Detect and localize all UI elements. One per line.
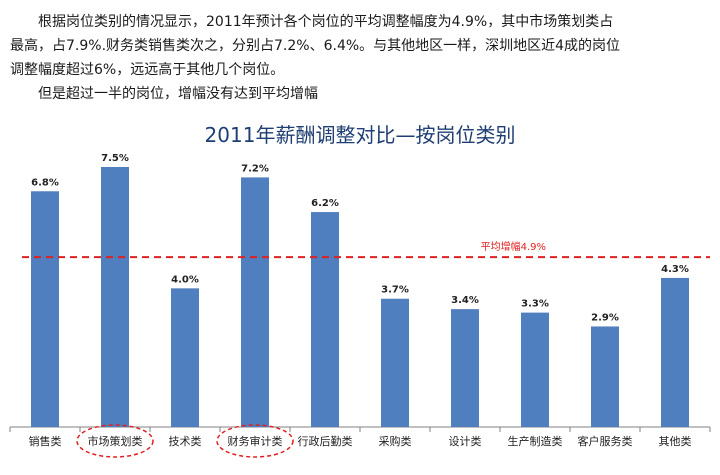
value-label: 7.5% — [101, 153, 129, 164]
category-label: 设计类 — [449, 434, 482, 448]
bar-2 — [101, 167, 129, 427]
category-label: 市场策划类 — [88, 434, 143, 448]
bar-4 — [241, 177, 269, 427]
value-label: 6.2% — [311, 198, 339, 209]
category-label: 财务审计类 — [228, 434, 283, 448]
bar-chart: 2011年薪酬调整对比—按岗位类别 6.8% 销售类 7.5% 市场策划类 4.0% 技术… — [9, 123, 711, 458]
bar-1 — [31, 191, 59, 427]
bar-5 — [311, 212, 339, 427]
value-label: 3.4% — [451, 295, 479, 306]
category-label: 行政后勤类 — [298, 434, 353, 448]
paragraph-line-4: 但是超过一半的岗位，增幅没有达到平均增幅 — [38, 86, 318, 102]
bar-3 — [171, 288, 199, 427]
value-label: 4.0% — [171, 274, 199, 285]
value-label: 3.3% — [521, 299, 549, 310]
bar-9 — [591, 326, 619, 427]
category-label: 客户服务类 — [578, 434, 633, 448]
paragraph-line-2: 最高，占7.9%.财务类销售类次之，分别占7.2%、6.4%。与其他地区一样，深… — [10, 38, 621, 54]
category-label: 技术类 — [169, 434, 202, 448]
average-label: 平均增幅4.9% — [481, 240, 546, 253]
category-label: 生产制造类 — [508, 434, 563, 448]
chart-title: 2011年薪酬调整对比—按岗位类别 — [205, 123, 516, 147]
bar-6 — [381, 298, 409, 427]
bar-8 — [521, 312, 549, 427]
value-label: 4.3% — [661, 264, 689, 275]
value-label: 7.2% — [241, 163, 269, 174]
value-label: 2.9% — [591, 312, 619, 323]
paragraph-line-3: 调整幅度超过6%，远远高于其他几个岗位。 — [10, 62, 285, 78]
category-label: 其他类 — [659, 434, 692, 448]
paragraph-line-1: 根据岗位类别的情况显示，2011年预计各个岗位的平均调整幅度为4.9%，其中市场… — [38, 14, 614, 30]
highlight-circle — [76, 424, 154, 458]
bar-7 — [451, 309, 479, 427]
bar-10 — [661, 277, 689, 427]
highlight-circle — [216, 424, 294, 458]
plot-area: 6.8% 销售类 7.5% 市场策划类 4.0% 技术类 7.2% 财务审计类 6.2% 行政后勤… — [9, 153, 711, 458]
value-label: 6.8% — [31, 177, 59, 188]
value-label: 3.7% — [381, 285, 409, 296]
category-label: 采购类 — [379, 434, 412, 448]
category-label: 销售类 — [29, 434, 62, 448]
